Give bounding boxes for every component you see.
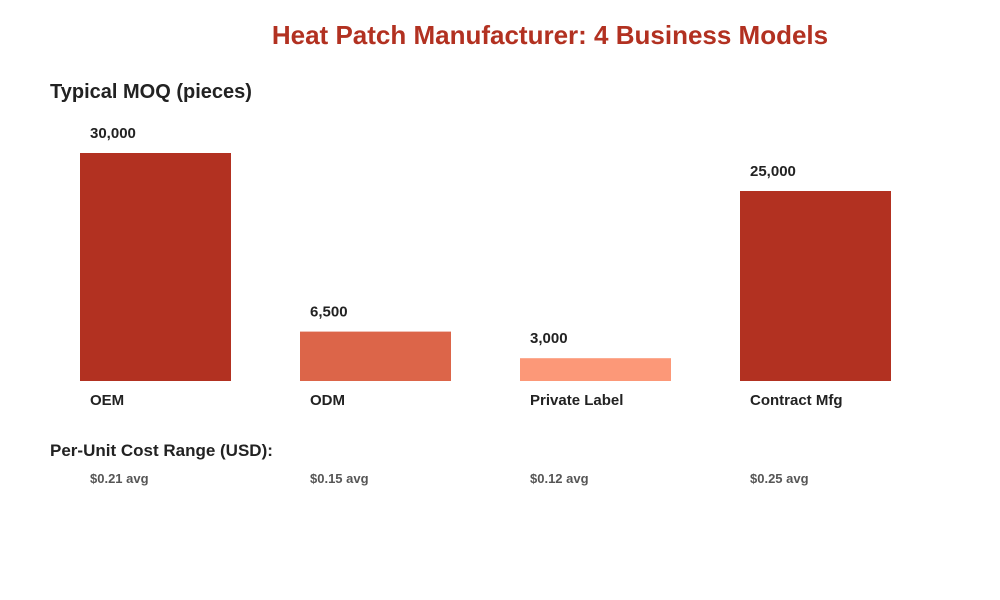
bar-odm: [300, 331, 451, 381]
category-label-contract-mfg: Contract Mfg: [750, 392, 843, 409]
cost-avg-oem: $0.21 avg: [90, 471, 149, 486]
bar-contract-mfg: [740, 191, 891, 381]
bar-private-label: [520, 358, 671, 381]
value-label-contract-mfg: 25,000: [750, 163, 796, 180]
category-label-odm: ODM: [310, 392, 345, 409]
value-label-oem: 30,000: [90, 125, 136, 142]
cost-avg-private-label: $0.12 avg: [530, 471, 589, 486]
value-label-private-label: 3,000: [530, 330, 568, 347]
cost-avg-odm: $0.15 avg: [310, 471, 369, 486]
cost-avg-contract-mfg: $0.25 avg: [750, 471, 809, 486]
category-label-private-label: Private Label: [530, 392, 623, 409]
bar-oem: [80, 153, 231, 381]
cost-range-heading: Per-Unit Cost Range (USD):: [50, 441, 273, 460]
category-label-oem: OEM: [90, 392, 124, 409]
value-label-odm: 6,500: [310, 304, 348, 321]
moq-section-title: Typical MOQ (pieces): [50, 81, 252, 103]
chart-title: Heat Patch Manufacturer: 4 Business Mode…: [271, 20, 829, 50]
